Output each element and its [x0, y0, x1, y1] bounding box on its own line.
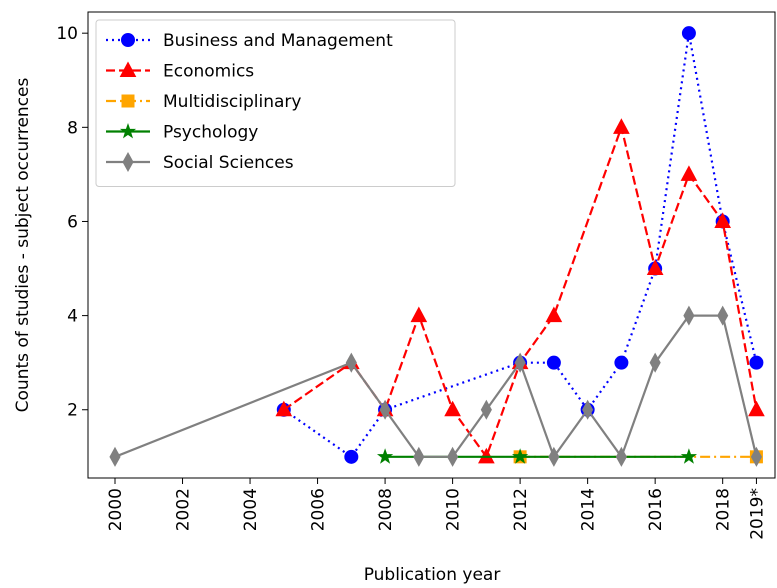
- plot-frame: [87, 11, 776, 479]
- series-line: [283, 32, 758, 459]
- marker: [717, 305, 729, 326]
- marker: [614, 355, 629, 370]
- x-tick-label: 2000: [106, 488, 126, 531]
- legend-label: Psychology: [163, 123, 258, 143]
- marker: [379, 399, 391, 420]
- marker: [546, 355, 561, 370]
- legend-label: Social Sciences: [163, 153, 294, 173]
- marker: [750, 446, 763, 467]
- legend-label: Economics: [163, 62, 254, 82]
- x-tick-label: 2010: [444, 488, 464, 531]
- legend-marker: [121, 94, 135, 108]
- y-tick-label: 8: [67, 118, 78, 138]
- marker: [748, 400, 765, 417]
- marker: [545, 306, 563, 323]
- marker: [548, 446, 560, 467]
- x-tick-label: 2012: [511, 488, 531, 531]
- marker: [345, 352, 357, 373]
- marker: [480, 399, 492, 420]
- legend-marker: [119, 61, 137, 77]
- marker: [376, 448, 394, 464]
- legend-label: Business and Management: [163, 31, 393, 51]
- marker: [680, 448, 698, 464]
- series-line: [114, 314, 758, 460]
- marker: [514, 352, 526, 373]
- marker: [615, 446, 627, 467]
- marker: [413, 446, 425, 467]
- y-tick-label: 2: [67, 401, 78, 421]
- marker: [582, 399, 594, 420]
- legend-marker: [122, 151, 134, 173]
- marker: [683, 305, 695, 326]
- x-tick-label: 2006: [309, 488, 329, 531]
- x-tick-label: 2002: [174, 488, 194, 531]
- marker: [649, 352, 661, 373]
- y-axis-label: Counts of studies - subject occurrences: [13, 78, 33, 413]
- x-tick-label: 2019*: [747, 488, 767, 540]
- marker: [512, 448, 529, 464]
- x-tick-label: 2008: [376, 488, 396, 531]
- y-tick-label: 10: [56, 24, 78, 44]
- legend-marker: [119, 122, 137, 139]
- legend-marker: [121, 33, 135, 47]
- marker: [444, 400, 461, 417]
- x-tick-label: 2004: [241, 488, 261, 531]
- marker: [410, 306, 428, 323]
- x-tick-label: 2016: [646, 488, 666, 531]
- x-tick-label: 2018: [714, 488, 734, 531]
- marker: [344, 449, 359, 464]
- marker: [613, 118, 630, 134]
- marker: [714, 212, 732, 228]
- marker: [680, 165, 698, 181]
- marker: [109, 446, 121, 467]
- marker: [749, 355, 764, 370]
- legend-box: [95, 19, 456, 187]
- y-tick-label: 6: [67, 212, 78, 232]
- marker: [681, 26, 696, 41]
- x-axis-label: Publication year: [364, 565, 501, 585]
- x-tick-label: 2014: [579, 488, 599, 531]
- legend-label: Multidisciplinary: [163, 92, 301, 112]
- marker: [646, 259, 664, 276]
- marker: [447, 446, 459, 467]
- y-tick-label: 4: [67, 307, 78, 327]
- marker: [275, 400, 293, 417]
